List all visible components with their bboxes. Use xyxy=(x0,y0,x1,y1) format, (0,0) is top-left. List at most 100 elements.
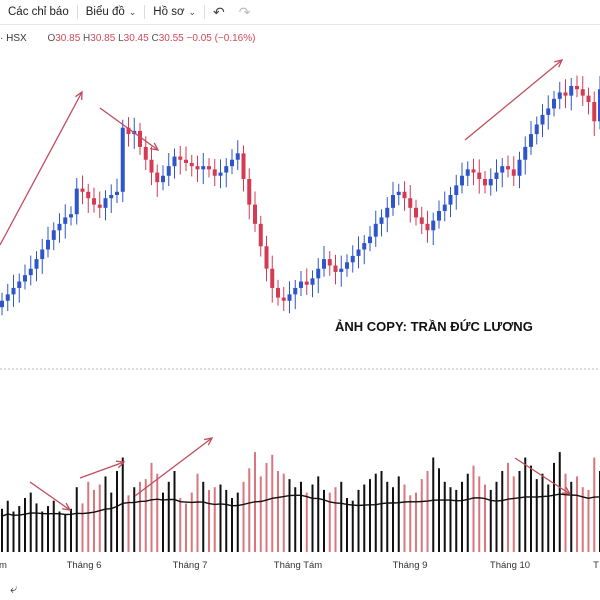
volume-bar xyxy=(369,479,371,552)
candle-body xyxy=(92,198,96,205)
volume-bar xyxy=(535,479,538,552)
volume-bar xyxy=(242,481,245,552)
candle-body xyxy=(201,166,206,170)
candle-body xyxy=(224,166,229,173)
trend-arrow-line xyxy=(29,481,71,511)
candle-body xyxy=(322,259,326,269)
candle-body xyxy=(138,130,142,147)
candle-body xyxy=(396,191,401,195)
candle-body xyxy=(477,172,482,179)
candle-body xyxy=(23,275,27,282)
candle-body xyxy=(557,92,562,99)
volume-bar xyxy=(104,476,107,552)
candle-body xyxy=(362,243,367,250)
volume-bar xyxy=(449,487,452,552)
candle-body xyxy=(327,259,332,266)
candle-body xyxy=(419,217,424,224)
candle-body xyxy=(155,172,160,183)
volume-average-line xyxy=(1,493,600,517)
volume-bar xyxy=(581,487,584,552)
candle-body xyxy=(506,166,510,170)
candle-body xyxy=(17,281,22,288)
candle-body xyxy=(304,281,309,285)
volume-bar xyxy=(196,473,199,552)
volume-bar xyxy=(346,498,348,552)
candle-body xyxy=(598,89,600,122)
volume-bar xyxy=(587,489,590,552)
candle-body xyxy=(350,255,355,263)
volume-bar xyxy=(323,489,325,552)
volume-bar xyxy=(363,484,366,552)
volume-bar xyxy=(380,471,383,552)
candle-body xyxy=(166,166,171,176)
candle-body xyxy=(74,188,79,215)
undo-icon[interactable]: ↶ xyxy=(213,3,225,20)
candle-body xyxy=(258,223,263,247)
volume-bar xyxy=(547,484,550,552)
volume-bar xyxy=(415,492,417,552)
volume-bar xyxy=(570,481,573,552)
indicators-button[interactable]: Các chỉ báo xyxy=(0,0,77,24)
trend-arrow-line xyxy=(514,457,571,495)
candle-body xyxy=(540,114,545,125)
candle-body xyxy=(86,191,91,199)
candle-body xyxy=(494,172,499,179)
volume-bar xyxy=(530,465,532,552)
volume-bar xyxy=(524,457,527,552)
candle-body xyxy=(569,86,574,96)
volume-bar xyxy=(81,503,84,552)
replay-icon[interactable]: ⤶ xyxy=(10,581,18,596)
candle-body xyxy=(28,268,33,276)
volume-bar xyxy=(29,492,32,552)
redo-icon[interactable]: ↷ xyxy=(238,3,251,20)
volume-bar xyxy=(351,500,354,552)
trend-arrow-line xyxy=(464,59,563,141)
volume-bar xyxy=(507,462,509,552)
candle-body xyxy=(195,166,200,170)
volume-bar xyxy=(512,476,515,552)
close-label: C xyxy=(151,33,159,44)
profile-label: Hồ sơ xyxy=(153,6,185,18)
volume-bar xyxy=(426,471,429,552)
candle-body xyxy=(287,294,292,301)
volume-bar xyxy=(305,492,308,552)
trend-arrow-line xyxy=(134,437,213,497)
volume-bar xyxy=(340,481,343,552)
trend-arrow-head xyxy=(554,59,564,68)
volume-bar xyxy=(156,473,159,552)
candle-body xyxy=(212,169,217,176)
profile-button[interactable]: Hồ sơ ⌄ xyxy=(145,0,204,24)
candle-body xyxy=(247,178,252,205)
volume-bar xyxy=(392,487,394,552)
volume-bar xyxy=(167,481,170,552)
x-axis-tick-label: Tháng 6 xyxy=(67,560,102,571)
candle-body xyxy=(235,153,240,160)
volume-bar xyxy=(1,508,3,552)
volume-bar xyxy=(87,481,90,552)
volume-bar xyxy=(185,503,187,552)
chart-type-button[interactable]: Biểu đồ ⌄ xyxy=(78,0,145,24)
chevron-down-icon: ⌄ xyxy=(188,6,197,17)
volume-bar xyxy=(144,479,147,552)
low-value: 30.45 xyxy=(123,33,149,44)
candle-body xyxy=(11,287,16,295)
volume-bar xyxy=(236,492,239,552)
candle-body xyxy=(529,134,533,147)
candle-body xyxy=(316,268,321,279)
volume-bar xyxy=(461,481,463,552)
toolbar-divider xyxy=(76,5,78,19)
candle-body xyxy=(356,249,361,256)
trend-arrow-head xyxy=(75,90,83,101)
candle-body xyxy=(149,159,154,173)
volume-bar xyxy=(110,492,113,552)
candle-body xyxy=(483,178,487,186)
volume-bar xyxy=(420,479,423,552)
x-axis-tick-label: Tháng Tám xyxy=(274,560,322,571)
candle-body xyxy=(511,169,516,176)
volume-bar xyxy=(576,476,578,552)
candle-body xyxy=(270,268,275,288)
candle-body xyxy=(385,207,390,218)
volume-bar xyxy=(328,492,331,552)
volume-bar xyxy=(294,487,297,552)
